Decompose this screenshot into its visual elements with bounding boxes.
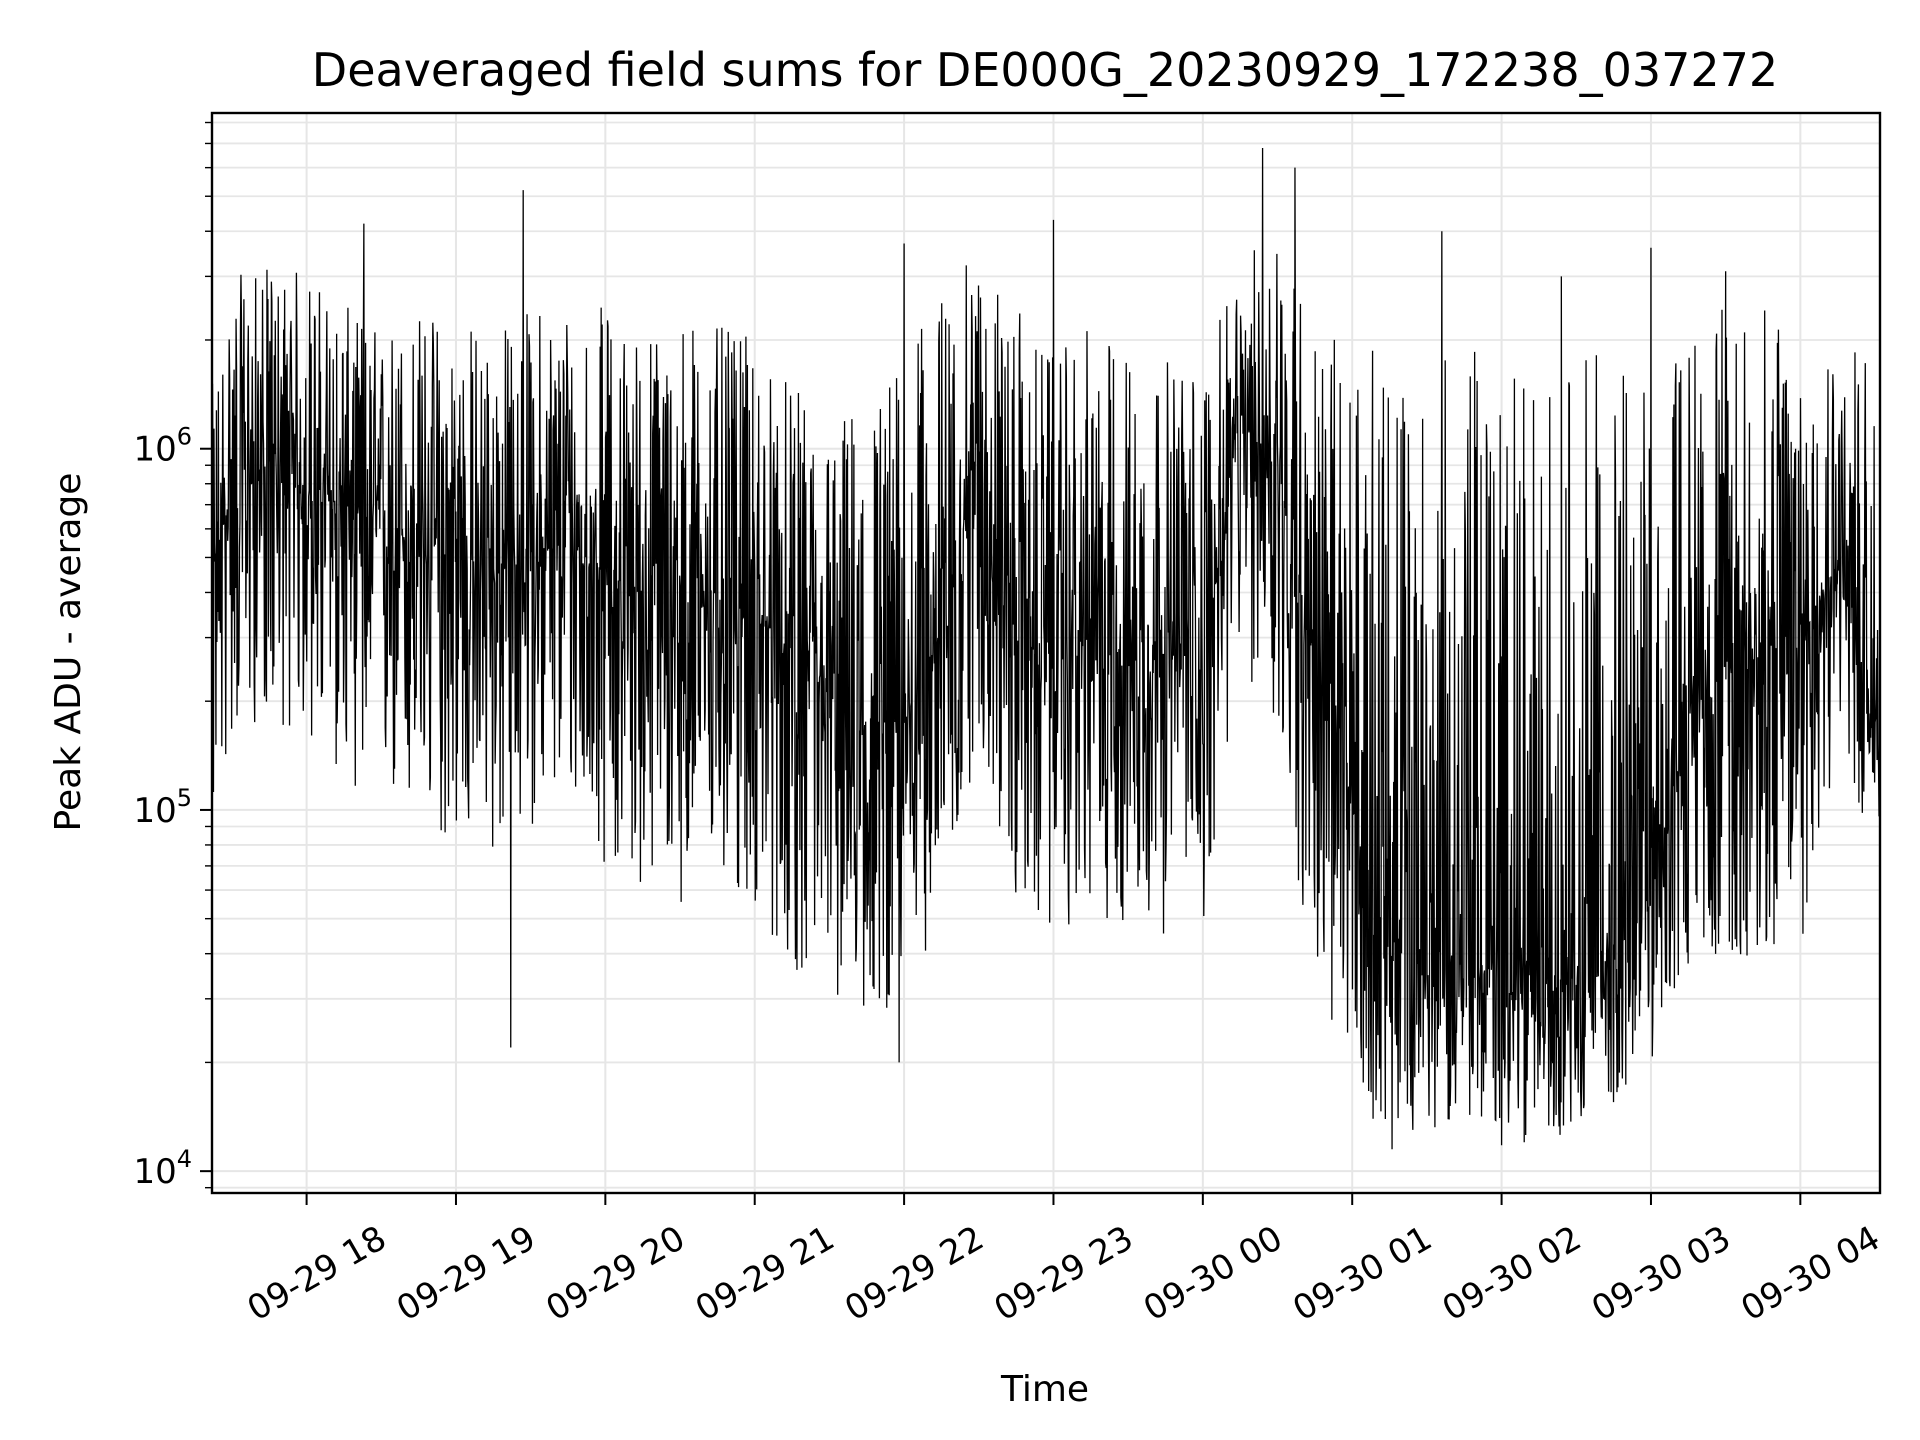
y-axis-ticks: 104 105 106 xyxy=(133,121,212,1192)
chart-title: Deaveraged field sums for DE000G_2023092… xyxy=(312,43,1778,97)
y-tick-label: 105 xyxy=(133,784,192,831)
y-tick-label: 104 xyxy=(133,1145,192,1192)
y-tick-label: 106 xyxy=(133,423,192,470)
series-path xyxy=(211,148,1881,1150)
x-axis-label: Time xyxy=(1000,1369,1089,1410)
y-axis-label: Peak ADU - average xyxy=(48,473,89,832)
axes-frame xyxy=(210,111,1882,1195)
series-line xyxy=(211,148,1881,1150)
